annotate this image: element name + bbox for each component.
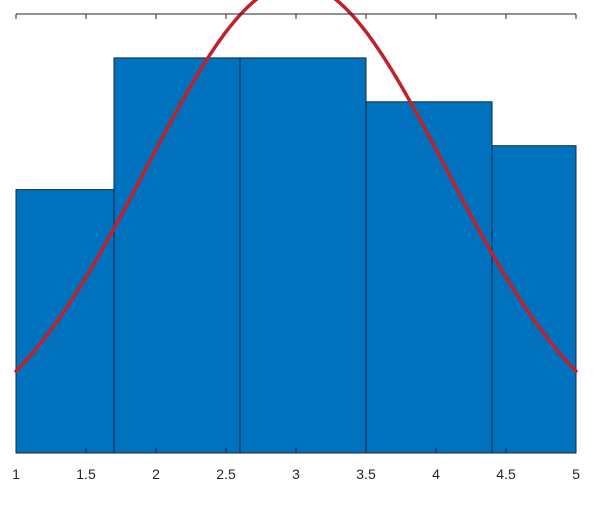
x-tick-label-7: 4 bbox=[432, 466, 440, 482]
fitted-normal-curve bbox=[14, 0, 578, 373]
x-tick-label-9: 5 bbox=[572, 466, 580, 482]
histogram-bar-1 bbox=[15, 189, 115, 454]
x-tick-label-4: 2.5 bbox=[216, 466, 236, 482]
histogram-bar-2 bbox=[113, 57, 241, 454]
x-tick-label-5: 3 bbox=[292, 466, 300, 482]
x-tick-label-3: 2 bbox=[152, 466, 160, 482]
x-tick-label-6: 3.5 bbox=[356, 466, 376, 482]
x-tick-label-1: 1 bbox=[12, 466, 20, 482]
x-tick-label-8: 4.5 bbox=[496, 466, 516, 482]
x-tick-labels: 1 1.5 2 2.5 3 3.5 4 4.5 5 bbox=[12, 466, 580, 482]
axes bbox=[15, 13, 577, 454]
histogram-bar-3 bbox=[239, 57, 367, 454]
histogram-bar-4 bbox=[365, 101, 493, 454]
histogram-bar-5 bbox=[491, 145, 577, 454]
fit-curve-layer bbox=[14, 0, 578, 373]
histogram-bars bbox=[15, 57, 577, 454]
x-tick-label-2: 1.5 bbox=[76, 466, 96, 482]
